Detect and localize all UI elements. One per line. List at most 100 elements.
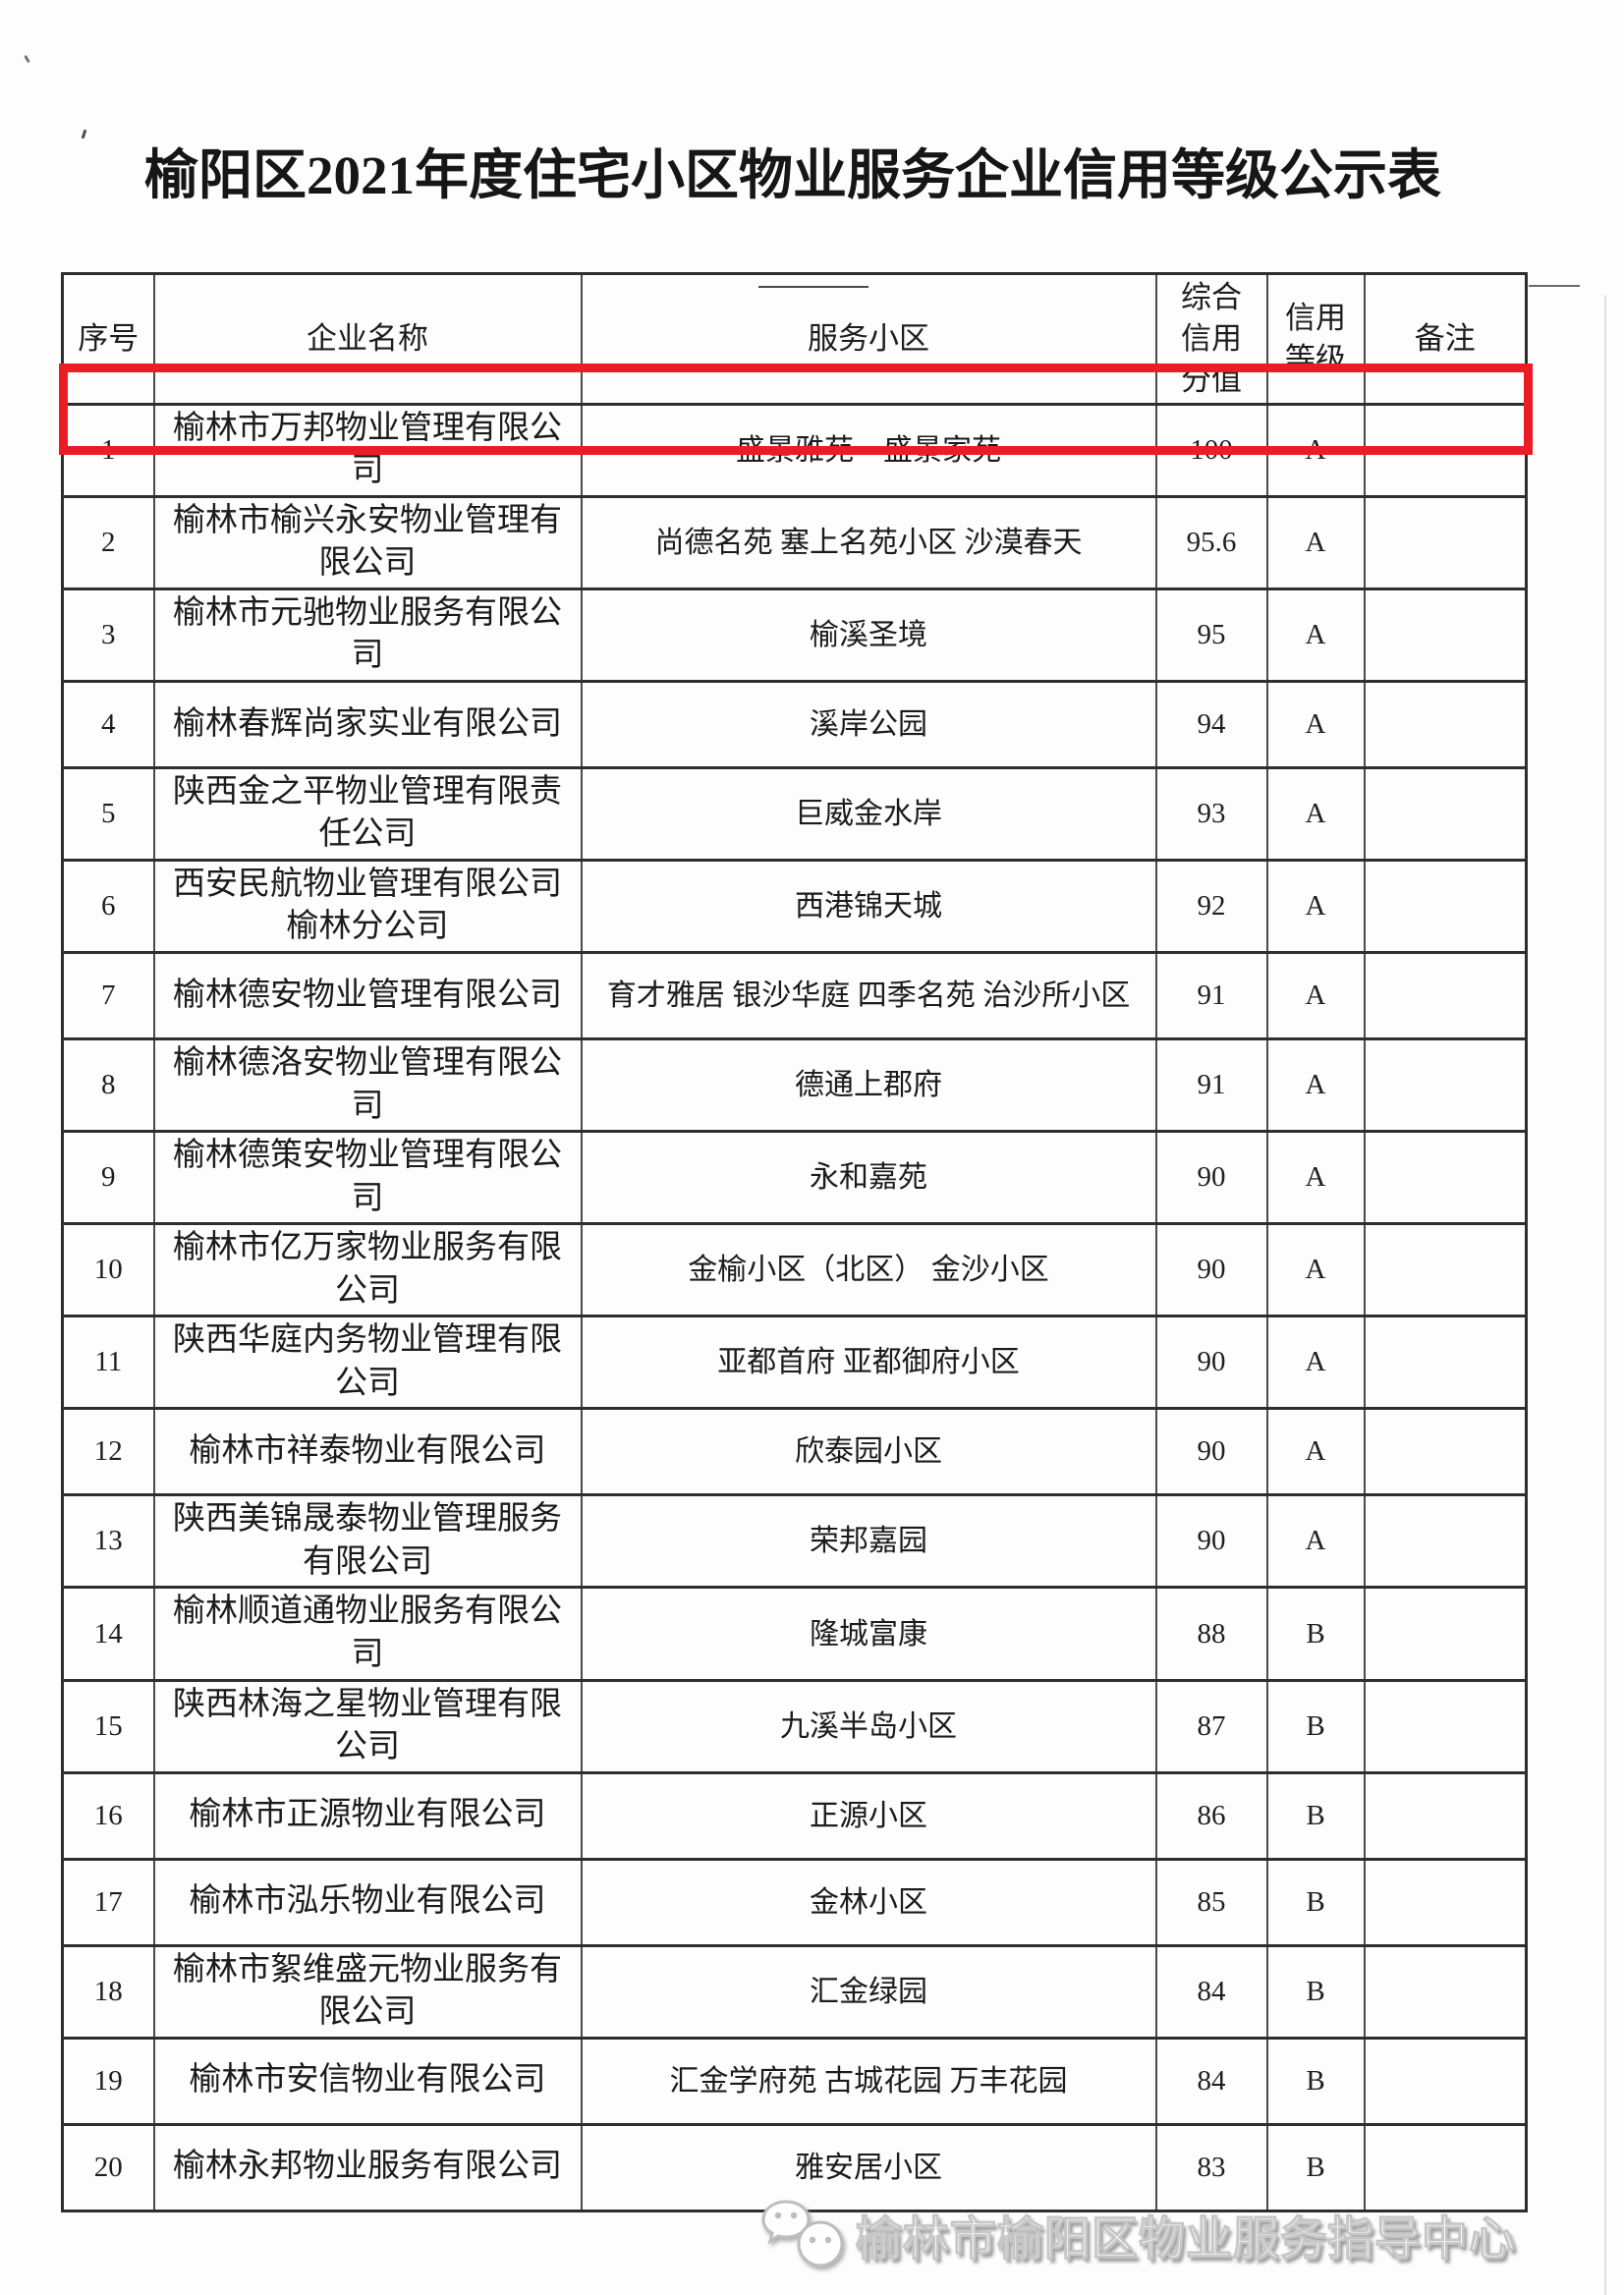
cell-communities: 育才雅居 银沙华庭 四季名苑 治沙所小区 (580, 951, 1157, 1040)
cell-company: 榆林市絮维盛元物业服务有限公司 (152, 1943, 583, 2040)
cell-communities: 金榆小区（北区） 金沙小区 (580, 1222, 1157, 1318)
cell-company: 榆林市亿万家物业服务有限公司 (152, 1222, 583, 1318)
credit-rating-table: 序号 企业名称 服务小区 综合信用分值 信用等级 备注 1 榆林市万邦物业管理有限… (61, 272, 1528, 2212)
cell-score: 91 (1154, 1036, 1268, 1134)
cell-company: 榆林市万邦物业管理有限公司 (152, 402, 583, 498)
cell-index: 13 (61, 1493, 155, 1590)
cell-communities: 溪岸公园 (580, 679, 1157, 769)
cell-grade: A (1265, 402, 1366, 498)
cell-score: 95.6 (1154, 494, 1268, 590)
header-company: 企业名称 (152, 272, 583, 406)
cell-grade: A (1265, 1222, 1366, 1318)
cell-grade: A (1265, 587, 1366, 683)
header-row: 序号 企业名称 服务小区 综合信用分值 信用等级 备注 (61, 272, 1528, 406)
cell-remark (1363, 587, 1528, 683)
wechat-icon (761, 2200, 844, 2267)
cell-remark (1363, 1943, 1528, 2040)
cell-index: 18 (61, 1943, 155, 2040)
table-row: 12 榆林市祥泰物业有限公司 欣泰园小区 90 A (61, 1407, 1528, 1497)
cell-company: 榆林春辉尚家实业有限公司 (152, 679, 583, 769)
cell-index: 16 (61, 1770, 155, 1861)
cell-grade: A (1265, 1407, 1366, 1497)
cell-company: 榆林永邦物业服务有限公司 (152, 2122, 583, 2212)
cell-score: 87 (1154, 1678, 1268, 1774)
scan-speck (81, 129, 87, 140)
cell-remark (1363, 1315, 1528, 1411)
table-row: 15 陕西林海之星物业管理有限公司 九溪半岛小区 87 B (61, 1678, 1528, 1774)
cell-index: 9 (61, 1130, 155, 1226)
cell-grade: B (1265, 1770, 1366, 1861)
cell-grade: A (1265, 765, 1366, 862)
table-row: 17 榆林市泓乐物业有限公司 金林小区 85 B (61, 1857, 1528, 1947)
cell-company: 陕西金之平物业管理有限责任公司 (152, 765, 583, 862)
cell-score: 83 (1154, 2122, 1268, 2212)
cell-grade: A (1265, 1036, 1366, 1134)
header-remark: 备注 (1363, 272, 1528, 406)
cell-communities: 盛景雅苑 盛景家苑 (580, 402, 1157, 498)
cell-remark (1363, 1857, 1528, 1947)
cell-company: 陕西林海之星物业管理有限公司 (152, 1678, 583, 1774)
cell-communities: 德通上郡府 (580, 1036, 1157, 1134)
cell-communities: 汇金绿园 (580, 1943, 1157, 2040)
cell-grade: B (1265, 2036, 1366, 2126)
cell-remark (1363, 951, 1528, 1040)
scan-artifact-line (1529, 285, 1580, 287)
cell-remark (1363, 858, 1528, 955)
cell-communities: 尚德名苑 塞上名苑小区 沙漠春天 (580, 494, 1157, 590)
cell-communities: 金林小区 (580, 1857, 1157, 1947)
cell-score: 95 (1154, 587, 1268, 683)
table-row: 19 榆林市安信物业有限公司 汇金学府苑 古城花园 万丰花园 84 B (61, 2036, 1528, 2126)
cell-score: 92 (1154, 858, 1268, 955)
cell-score: 90 (1154, 1315, 1268, 1411)
cell-index: 8 (61, 1036, 155, 1134)
cell-company: 陕西华庭内务物业管理有限公司 (152, 1315, 583, 1411)
scan-edge-shadow (1604, 295, 1606, 2295)
cell-score: 90 (1154, 1493, 1268, 1590)
cell-index: 20 (61, 2122, 155, 2212)
cell-company: 榆林市祥泰物业有限公司 (152, 1407, 583, 1497)
table-row: 10 榆林市亿万家物业服务有限公司 金榆小区（北区） 金沙小区 90 A (61, 1222, 1528, 1318)
cell-company: 榆林市泓乐物业有限公司 (152, 1857, 583, 1947)
cell-remark (1363, 1222, 1528, 1318)
cell-grade: A (1265, 679, 1366, 769)
cell-remark (1363, 1770, 1528, 1861)
cell-company: 榆林市正源物业有限公司 (152, 1770, 583, 1861)
cell-score: 86 (1154, 1770, 1268, 1861)
cell-grade: A (1265, 1493, 1366, 1590)
cell-remark (1363, 765, 1528, 862)
cell-score: 90 (1154, 1222, 1268, 1318)
cell-communities: 亚都首府 亚都御府小区 (580, 1315, 1157, 1411)
cell-grade: B (1265, 1586, 1366, 1682)
table-row: 9 榆林德策安物业管理有限公司 永和嘉苑 90 A (61, 1130, 1528, 1226)
cell-communities: 九溪半岛小区 (580, 1678, 1157, 1774)
cell-remark (1363, 679, 1528, 769)
cell-communities: 西港锦天城 (580, 858, 1157, 955)
cell-remark (1363, 494, 1528, 590)
page-title: 榆阳区2021年度住宅小区物业服务企业信用等级公示表 (143, 145, 1441, 205)
cell-score: 85 (1154, 1857, 1268, 1947)
cell-score: 94 (1154, 679, 1268, 769)
table-row: 2 榆林市榆兴永安物业管理有限公司 尚德名苑 塞上名苑小区 沙漠春天 95.6 A (61, 494, 1528, 590)
cell-remark (1363, 1493, 1528, 1590)
cell-communities: 汇金学府苑 古城花园 万丰花园 (580, 2036, 1157, 2126)
cell-communities: 隆城富康 (580, 1586, 1157, 1682)
cell-communities: 正源小区 (580, 1770, 1157, 1861)
cell-grade: A (1265, 1315, 1366, 1411)
cell-company: 榆林市元驰物业服务有限公司 (152, 587, 583, 683)
table-row: 16 榆林市正源物业有限公司 正源小区 86 B (61, 1770, 1528, 1861)
cell-index: 1 (61, 402, 155, 498)
table-row: 13 陕西美锦晟泰物业管理服务有限公司 荣邦嘉园 90 A (61, 1493, 1528, 1590)
cell-index: 6 (61, 858, 155, 955)
cell-score: 84 (1154, 1943, 1268, 2040)
cell-score: 88 (1154, 1586, 1268, 1682)
cell-remark (1363, 2122, 1528, 2212)
table-row: 14 榆林顺道通物业服务有限公司 隆城富康 88 B (61, 1586, 1528, 1682)
cell-company: 陕西美锦晟泰物业管理服务有限公司 (152, 1493, 583, 1590)
cell-score: 100 (1154, 402, 1268, 498)
scan-artifact-line (758, 286, 868, 288)
cell-score: 91 (1154, 951, 1268, 1040)
cell-index: 7 (61, 951, 155, 1040)
header-index: 序号 (61, 272, 155, 406)
cell-index: 10 (61, 1222, 155, 1318)
cell-remark (1363, 1586, 1528, 1682)
